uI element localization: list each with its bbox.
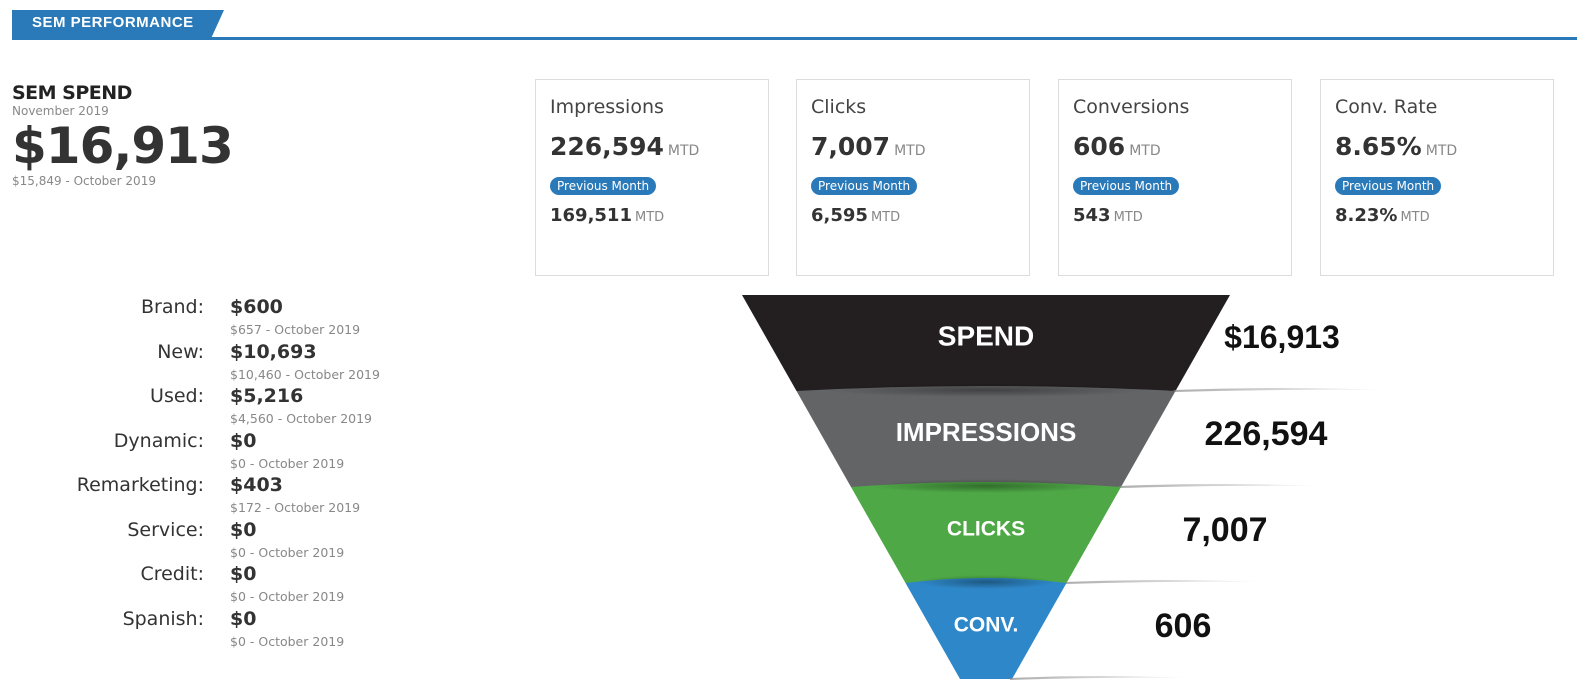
- kpi-card-conv-rate: Conv. Rate 8.65% MTD Previous Month 8.23%…: [1320, 79, 1554, 276]
- breakdown-value: $0: [230, 563, 257, 585]
- header-divider: [12, 37, 1577, 40]
- breakdown-row-spanish: Spanish: $0 $0 - October 2019: [12, 608, 412, 653]
- kpi-previous-unit: MTD: [634, 210, 665, 225]
- spend-title: SEM SPEND: [12, 82, 132, 104]
- breakdown-previous: $172 - October 2019: [230, 500, 361, 515]
- sem-spend-summary: SEM SPEND November 2019 $16,913 $15,849 …: [12, 82, 234, 188]
- funnel-stage-impressions: [796, 386, 1176, 487]
- breakdown-previous: $10,460 - October 2019: [230, 366, 380, 382]
- funnel-stage-value: $16,913: [1224, 319, 1340, 355]
- kpi-previous-value: 8.23%: [1335, 205, 1398, 226]
- kpi-card-conversions: Conversions 606 MTD Previous Month 543 MTD: [1058, 79, 1292, 276]
- kpi-value: 8.65%: [1335, 132, 1422, 161]
- funnel-stage-value: 7,007: [1182, 511, 1267, 549]
- breakdown-label: New:: [157, 340, 204, 363]
- funnel-stage-label: IMPRESSIONS: [896, 417, 1077, 447]
- breakdown-previous: $4,560 - October 2019: [230, 411, 373, 426]
- funnel-stage-clicks: [851, 482, 1121, 583]
- funnel-value-underline: [1119, 484, 1324, 488]
- breakdown-row-used: Used: $5,216 $4,560 - October 2019: [12, 385, 412, 430]
- previous-month-badge: Previous Month: [811, 177, 918, 195]
- breakdown-label: Spanish:: [122, 607, 204, 630]
- funnel-value-underline: [1010, 676, 1190, 680]
- breakdown-row-service: Service: $0 $0 - October 2019: [12, 519, 412, 564]
- breakdown-row-brand: Brand: $600 $657 - October 2019: [12, 296, 412, 341]
- kpi-value: 606: [1073, 132, 1126, 161]
- breakdown-value: $0: [230, 429, 257, 452]
- kpi-name: Conv. Rate: [1335, 96, 1438, 118]
- breakdown-label: Service:: [127, 518, 204, 541]
- previous-month-badge: Previous Month: [1073, 177, 1180, 195]
- funnel-seam: [824, 383, 1148, 397]
- funnel-stage-value: 226,594: [1205, 415, 1328, 453]
- funnel-stage-label: CLICKS: [947, 517, 1025, 540]
- funnel-stage-spend: [742, 295, 1230, 391]
- kpi-card-impressions: Impressions 226,594 MTD Previous Month 16…: [535, 79, 769, 276]
- kpi-name: Clicks: [811, 96, 867, 118]
- funnel-value-underline: [1064, 580, 1265, 584]
- breakdown-value: $10,693: [230, 340, 317, 363]
- funnel-value-underline: [1173, 388, 1389, 392]
- breakdown-value: $0: [230, 518, 257, 541]
- breakdown-value: $600: [230, 296, 283, 318]
- kpi-unit: MTD: [667, 143, 700, 159]
- section-title: SEM PERFORMANCE: [12, 10, 224, 38]
- breakdown-value: $5,216: [230, 385, 304, 407]
- breakdown-previous: $0 - October 2019: [230, 633, 345, 649]
- kpi-previous-unit: MTD: [1400, 210, 1430, 225]
- section-header: SEM PERFORMANCE: [12, 10, 1577, 40]
- kpi-previous-unit: MTD: [870, 210, 901, 225]
- breakdown-label: Used:: [150, 385, 204, 407]
- breakdown-row-new: New: $10,693 $10,460 - October 2019: [12, 341, 412, 386]
- spend-total: $16,913: [12, 117, 234, 175]
- kpi-previous-value: 543: [1073, 205, 1111, 226]
- previous-month-badge: Previous Month: [550, 177, 657, 195]
- funnel-seam: [871, 479, 1101, 493]
- breakdown-row-credit: Credit: $0 $0 - October 2019: [12, 563, 412, 608]
- kpi-previous-unit: MTD: [1113, 210, 1143, 225]
- breakdown-previous: $0 - October 2019: [230, 589, 345, 604]
- kpi-value: 226,594: [550, 132, 664, 161]
- kpi-value: 7,007: [811, 132, 891, 161]
- previous-month-badge: Previous Month: [1335, 177, 1442, 195]
- breakdown-label: Dynamic:: [113, 429, 204, 452]
- breakdown-value: $0: [230, 607, 257, 630]
- funnel-stage-conv: [905, 578, 1067, 679]
- spend-period: November 2019: [12, 104, 109, 118]
- kpi-unit: MTD: [1425, 143, 1458, 159]
- kpi-unit: MTD: [1129, 143, 1161, 159]
- funnel-stage-label: SPEND: [938, 320, 1034, 351]
- kpi-unit: MTD: [894, 143, 926, 159]
- spend-breakdown: Brand: $600 $657 - October 2019 New: $10…: [12, 296, 412, 652]
- kpi-card-clicks: Clicks 7,007 MTD Previous Month 6,595 MTD: [796, 79, 1030, 276]
- breakdown-previous: $657 - October 2019: [230, 322, 361, 337]
- breakdown-row-dynamic: Dynamic: $0 $0 - October 2019: [12, 430, 412, 475]
- kpi-previous-value: 6,595: [811, 205, 868, 226]
- kpi-previous-value: 169,511: [550, 205, 632, 226]
- breakdown-label: Credit:: [140, 563, 204, 585]
- funnel-stage-value: 606: [1155, 607, 1212, 645]
- breakdown-label: Remarketing:: [76, 474, 204, 496]
- breakdown-label: Brand:: [141, 296, 204, 318]
- breakdown-previous: $0 - October 2019: [230, 544, 345, 560]
- funnel-seam: [917, 575, 1055, 589]
- breakdown-value: $403: [230, 474, 283, 496]
- spend-previous: $15,849 - October 2019: [12, 174, 156, 188]
- funnel-stage-label: CONV.: [954, 613, 1019, 636]
- kpi-name: Conversions: [1073, 96, 1190, 118]
- breakdown-previous: $0 - October 2019: [230, 455, 345, 471]
- kpi-name: Impressions: [550, 96, 664, 118]
- breakdown-row-remarketing: Remarketing: $403 $172 - October 2019: [12, 474, 412, 519]
